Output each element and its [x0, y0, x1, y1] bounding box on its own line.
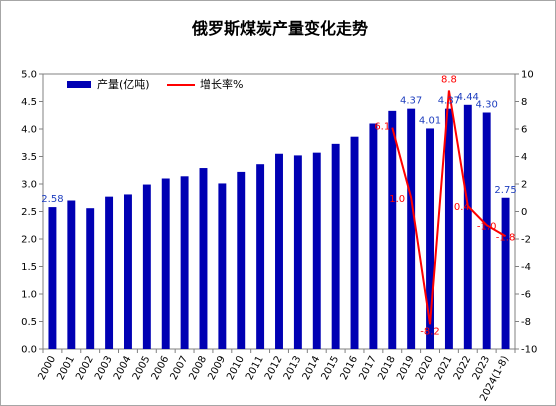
growth-data-label: -1.8 [496, 232, 516, 243]
bar [105, 196, 114, 349]
x-tick-label: 2018 [376, 354, 398, 382]
bar [407, 108, 416, 350]
growth-data-label: -1.0 [477, 221, 497, 232]
x-tick-label: 2021 [433, 354, 455, 382]
bar [67, 200, 76, 349]
y-left-tick-label: 3.5 [21, 152, 37, 163]
y-left-tick-label: 0.5 [21, 317, 37, 328]
x-tick-label: 2011 [244, 354, 266, 382]
growth-data-label: 8.8 [441, 75, 457, 86]
y-left-tick-label: 2.0 [21, 235, 37, 246]
bar [86, 208, 95, 349]
y-left-tick-label: 3.0 [21, 180, 37, 191]
x-tick-label: 2009 [206, 354, 228, 382]
bar [161, 178, 170, 349]
bar-data-label: 4.30 [476, 100, 498, 111]
x-tick-label: 2004 [112, 354, 134, 382]
bar [501, 197, 510, 349]
growth-data-label: 1.0 [389, 194, 405, 205]
y-right-tick-label: 6 [521, 125, 527, 136]
bar-data-label: 2.75 [494, 185, 516, 196]
growth-polyline [391, 90, 507, 325]
x-tick-label: 2005 [131, 354, 153, 382]
legend-bar-swatch [67, 81, 91, 88]
y-right-tick-label: -2 [521, 235, 531, 246]
x-tick-label: 2002 [74, 354, 96, 382]
y-right-tick-label: 0 [521, 207, 527, 218]
y-right-tick-label: -10 [521, 345, 537, 356]
legend-line-label: 增长率% [200, 77, 243, 91]
legend-bar-label: 产量(亿吨) [97, 77, 150, 91]
chart-title: 俄罗斯煤炭产量变化走势 [191, 19, 368, 38]
y-right-tick-label: -8 [521, 317, 531, 328]
growth-data-label: 0.4 [454, 202, 470, 213]
bar [142, 184, 151, 349]
y-right-tick-label: 2 [521, 180, 527, 191]
bar [275, 153, 283, 349]
x-tick-label: 2013 [282, 354, 304, 382]
bar [312, 152, 321, 349]
x-tick-label: 2007 [169, 354, 191, 382]
growth-data-label: 6.1 [374, 122, 390, 133]
growth-data-label: -8.2 [420, 326, 440, 337]
bar-data-label: 4.44 [457, 92, 479, 103]
y-left-tick-label: 1.0 [21, 290, 37, 301]
bar [256, 164, 265, 349]
y-right-tick-label: 8 [521, 97, 527, 108]
bar-data-label: 4.01 [419, 115, 441, 126]
bar-data-label: 2.58 [41, 194, 63, 205]
bar [331, 143, 340, 349]
bar [123, 194, 132, 349]
bar [350, 136, 359, 349]
y-left-tick-label: 5.0 [21, 70, 37, 81]
x-tick-label: 2022 [452, 354, 474, 382]
bar-data-label: 4.37 [400, 96, 422, 107]
x-tick-label: 2020 [414, 354, 436, 382]
y-right-tick-label: -6 [521, 290, 531, 301]
y-left-tick-label: 1.5 [21, 262, 37, 273]
bar [237, 171, 246, 349]
y-right-tick-label: 4 [521, 152, 527, 163]
bar [180, 176, 189, 349]
bar [218, 183, 227, 349]
y-right-tick-label: 10 [521, 70, 534, 81]
x-tick-label: 2012 [263, 354, 285, 382]
bar [48, 207, 57, 349]
bar [463, 104, 472, 349]
bar [199, 168, 208, 349]
x-tick-label: 2001 [55, 354, 77, 382]
x-tick-label: 2016 [339, 354, 361, 382]
x-tick-label: 2000 [36, 354, 58, 382]
x-tick-label: 2008 [187, 354, 209, 382]
y-left-tick-label: 4.0 [21, 125, 37, 136]
x-tick-label: 2015 [320, 354, 342, 382]
growth-line [391, 90, 507, 325]
bar [482, 112, 491, 349]
bars [48, 104, 510, 350]
x-tick-label: 2003 [93, 354, 115, 382]
x-tick-label: 2010 [225, 354, 247, 382]
data-labels: 2.584.374.014.374.444.302.756.11.0-8.28.… [41, 75, 516, 338]
bar [293, 155, 302, 349]
x-tick-label: 2019 [395, 354, 417, 382]
y-left-tick-label: 2.5 [21, 207, 37, 218]
bar [444, 108, 453, 350]
x-tick-label: 2006 [150, 354, 172, 382]
bar [426, 128, 435, 349]
y-right-tick-label: -4 [521, 262, 531, 273]
x-tick-label: 2014 [301, 354, 323, 382]
y-left-tick-label: 4.5 [21, 97, 37, 108]
y-left-tick-label: 0.0 [21, 345, 37, 356]
legend: 产量(亿吨) 增长率% [67, 77, 243, 91]
bar-data-label: 4.37 [438, 96, 460, 107]
x-tick-label: 2017 [357, 354, 379, 382]
bar [388, 110, 397, 349]
bar [369, 123, 378, 349]
